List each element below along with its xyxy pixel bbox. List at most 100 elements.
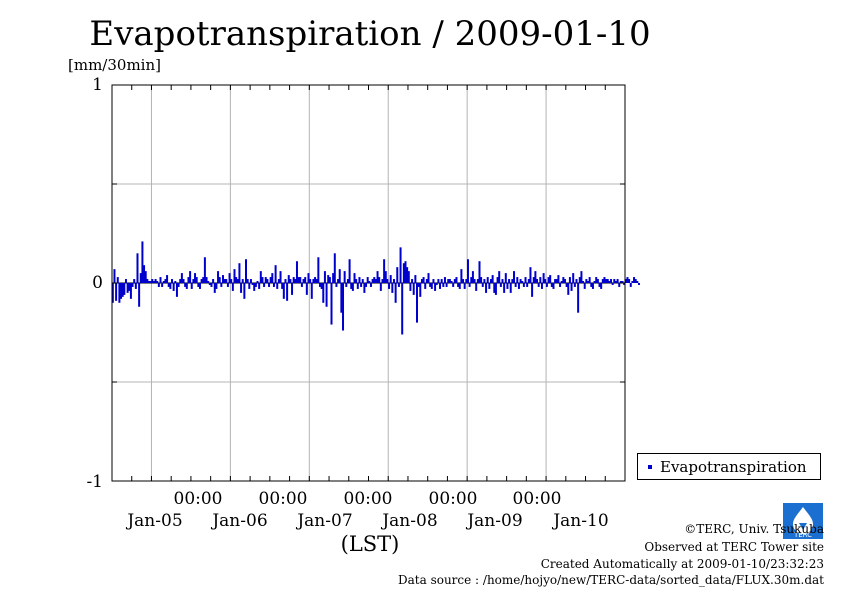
data-bar [351,283,354,291]
data-bar [506,283,509,289]
data-bar [182,279,185,283]
data-bar [279,271,282,283]
data-bar [501,279,504,283]
data-bar [396,267,399,283]
data-bar [626,277,629,283]
data-bar [340,283,343,313]
data-bar [335,283,338,287]
data-bar [397,283,400,287]
logo-text: TERC [793,531,812,539]
data-bar [552,283,555,289]
data-bar [328,277,331,283]
data-bar [342,283,345,331]
data-bar [402,263,405,283]
data-bar [488,283,491,289]
data-bar [503,283,506,293]
data-bar [184,283,187,287]
data-bar [299,277,302,283]
data-bar [465,279,468,283]
data-bar [429,283,432,287]
data-bar [466,259,469,283]
data-bar [636,281,639,283]
data-bar [251,283,254,285]
data-bar [215,283,218,289]
data-bar [424,283,427,289]
data-bar [152,281,155,283]
data-bar [496,277,499,283]
data-bar [139,273,142,283]
data-bar [524,277,527,283]
data-bar [399,247,402,283]
data-bar [172,283,175,291]
data-bar [373,277,376,283]
chart-title: Evapotranspiration / 2009-01-10 [89,14,651,54]
data-bar [391,283,394,293]
data-bar [264,277,267,283]
data-bar [258,283,261,289]
data-bar [434,283,437,291]
data-bar [254,283,257,287]
data-bar [217,271,220,283]
data-bar [534,271,537,283]
data-bar [486,277,489,283]
x-tick-date-label: Jan-10 [553,511,609,531]
data-bar [144,271,147,283]
data-bar [190,283,193,289]
data-bar [325,283,328,307]
data-bar [309,279,312,283]
data-bar [304,277,307,283]
data-bar [613,279,616,283]
data-bar [389,275,392,283]
data-bar [269,277,272,283]
data-bar [310,283,313,299]
data-bar [493,283,496,293]
data-bar [151,279,154,283]
data-bar [167,283,170,287]
data-bar [305,283,308,295]
data-bar [409,283,412,291]
data-bar [504,273,507,283]
data-bar [236,279,239,283]
data-bar [416,283,419,323]
data-bar [511,279,514,283]
data-bar [629,283,632,287]
data-bar [358,277,361,283]
data-bar [554,279,557,283]
data-bar [276,283,279,289]
legend: Evapotranspiration [637,453,821,480]
data-bar [537,283,540,287]
data-bar [463,283,466,289]
data-bar [266,279,269,283]
data-bar [291,283,294,295]
data-bar [414,275,417,283]
data-bar [317,257,320,283]
data-bar [514,283,517,287]
data-bar [289,279,292,283]
data-bar [189,271,192,283]
data-bar [302,279,305,283]
data-bar [338,269,341,283]
data-bar [371,279,374,283]
data-bar [509,283,512,293]
data-bar [583,283,586,289]
data-bar [422,277,425,283]
data-bar [124,279,127,283]
data-bar [292,277,295,283]
data-bar [481,283,484,287]
data-bar [198,283,201,289]
data-bar [568,277,571,283]
data-bar [412,283,415,295]
data-bar [235,277,238,283]
data-bar [407,271,410,283]
data-bar [618,283,621,287]
data-bar [562,277,565,283]
x-tick-time-label: 00:00 [258,489,308,509]
observed-site-text: Observed at TERC Tower site [644,540,824,554]
data-bar [547,277,550,283]
x-tick-time-label: 00:00 [512,489,562,509]
data-bar [633,277,636,283]
data-bar [203,257,206,283]
data-bar [545,283,548,287]
data-bar [231,283,234,291]
